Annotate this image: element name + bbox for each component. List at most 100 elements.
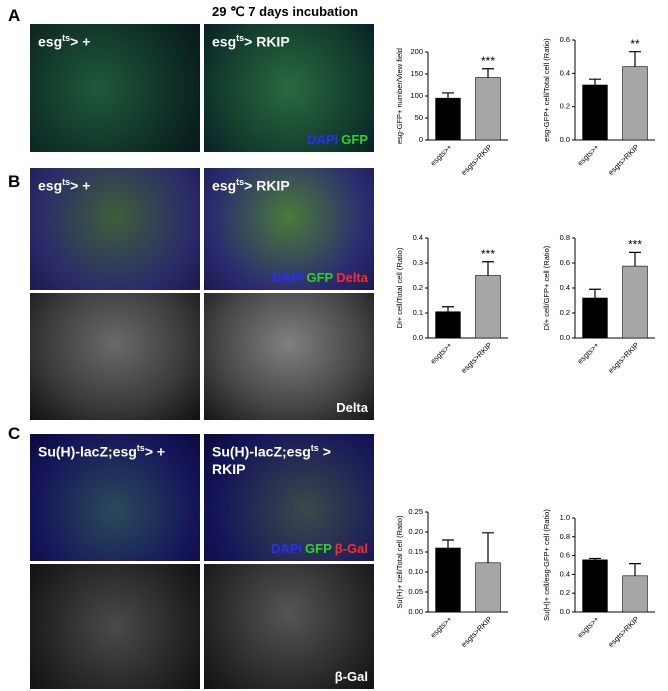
micrograph: Su(H)-lacZ;esgts> + [30,434,200,561]
panel-label: B [8,172,21,191]
x-tick-label: esgts>+ [429,614,455,640]
error-bar [629,562,641,576]
image-label: esgts> + [38,177,91,194]
error-bar [482,68,494,78]
image-label: esgts> RKIP [212,177,290,194]
error-bar [442,539,454,548]
image-label: Su(H)-lacZ;esgts > RKIP [212,443,331,477]
y-tick-label: 0 [419,135,423,144]
bar [582,297,608,339]
bar [435,547,461,613]
y-tick-label: 0.4 [413,233,423,242]
y-tick-label: 0.4 [560,68,570,77]
error-bar [589,78,601,85]
error-bar [482,261,494,276]
bar [582,84,608,141]
stain-legend: β-Gal [329,669,368,684]
stain-name: GFP [305,541,332,556]
y-tick-label: 0.0 [413,333,423,342]
y-tick-label: 50 [415,113,423,122]
x-tick-label: esgts>+ [576,614,602,640]
stain-legend: DAPI GFP Delta [266,270,368,285]
stain-name: Delta [336,400,368,415]
error-bar [442,92,454,99]
error-bar [629,51,641,67]
error-bar [589,288,601,298]
y-tick-label: 0.05 [408,587,423,596]
bar [622,575,648,613]
y-tick-label: 0.4 [560,283,570,292]
micrograph: esgts> RKIP DAPI GFP [204,24,374,152]
y-tick-label: 0.2 [560,102,570,111]
error-bar [442,306,454,312]
stain-legend: Delta [330,400,368,415]
stain-name: GFP [341,132,368,147]
panel-label: C [8,424,21,443]
y-axis-label: Su(H)+ cell/Total cell (Ratio) [395,515,404,609]
stain-name: DAPI [272,270,304,285]
micrograph: β-Gal [204,564,374,689]
bar [435,311,461,339]
y-tick-label: 1.0 [560,513,570,522]
y-tick-label: 0.25 [408,507,423,516]
stain-legend: DAPI GFP [301,132,368,147]
y-tick-label: 0.6 [560,35,570,44]
bar [475,77,501,141]
x-tick-label: esgts>+ [576,340,602,366]
header: 29 ℃ 7 days incubation [212,4,359,19]
stain-name: Delta [336,270,368,285]
error-bar [482,532,494,563]
panel-label: A [8,6,21,25]
image-label: esgts> RKIP [212,33,290,50]
significance: *** [628,238,642,252]
y-tick-label: 200 [410,47,423,56]
micrograph: esgts> RKIP DAPI GFP Delta [204,168,374,290]
stain-legend: DAPI GFP β-Gal [265,541,368,556]
image-label: esgts> + [38,33,91,50]
x-tick-label: esgts>RKIP [606,340,641,375]
y-axis-label: Dl+ cell/Total cell (Ratio) [395,247,404,328]
significance: ** [630,37,640,51]
y-tick-label: 0.8 [560,532,570,541]
image-label: Su(H)-lacZ;esgts> + [38,443,166,460]
y-tick-label: 0.3 [413,258,423,267]
x-tick-label: esgts>RKIP [459,340,494,375]
x-tick-label: esgts>RKIP [459,142,494,177]
stain-name: β-Gal [334,669,368,684]
x-tick-label: esgts>RKIP [459,614,494,649]
significance: *** [481,54,495,68]
y-tick-label: 0.8 [560,233,570,242]
stain-name: GFP [306,270,334,285]
bar [475,562,501,613]
stain-name: DAPI [307,132,339,147]
y-tick-label: 0.0 [560,333,570,342]
y-tick-label: 0.0 [560,607,570,616]
bar [435,97,461,141]
x-tick-label: esgts>RKIP [606,614,641,649]
micrograph: Su(H)-lacZ;esgts > RKIP DAPI GFP β-Gal [204,434,374,561]
y-tick-label: 0.00 [408,607,423,616]
y-axis-label: Su(H)+ cell/esg-GFP+ cell (Ratio) [542,509,551,621]
micrograph: esgts> + [30,168,200,290]
y-tick-label: 0.0 [560,135,570,144]
y-tick-label: 0.2 [413,283,423,292]
bar [582,559,608,613]
x-tick-label: esgts>+ [429,340,455,366]
stain-name: DAPI [270,541,303,556]
micrograph: Delta [204,293,374,420]
y-axis-label: Dl+ cell/GFP+ cell (Ratio) [542,245,551,330]
micrograph [30,564,200,689]
x-tick-label: esgts>+ [429,142,455,168]
y-tick-label: 0.2 [560,308,570,317]
bar [622,265,648,339]
significance: *** [481,247,495,261]
y-tick-label: 150 [410,69,423,78]
y-tick-label: 0.1 [413,308,423,317]
y-tick-label: 0.6 [560,551,570,560]
x-tick-label: esgts>+ [576,142,602,168]
y-tick-label: 100 [410,91,423,100]
micrograph: esgts> + [30,24,200,152]
y-tick-label: 0.20 [408,527,423,536]
